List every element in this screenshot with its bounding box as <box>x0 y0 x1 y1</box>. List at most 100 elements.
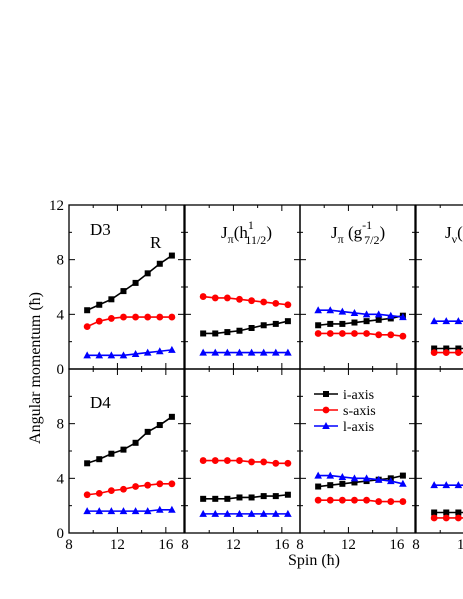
data-point-triangle <box>442 317 451 325</box>
data-point-triangle <box>247 509 256 517</box>
data-point-triangle <box>119 351 128 359</box>
data-point-triangle <box>350 308 359 316</box>
legend-entry: i-axis <box>343 388 374 403</box>
data-point-square <box>431 345 438 352</box>
data-point-triangle <box>326 306 335 314</box>
panel-frame <box>184 368 301 534</box>
text-labels: 48120480812168121681216812D3D4RJπ(h111/2… <box>49 198 463 553</box>
y-tick-label: 12 <box>49 198 64 214</box>
legend-entry: s-axis <box>343 404 376 419</box>
data-point-circle <box>95 317 103 325</box>
data-point-triangle <box>326 471 335 479</box>
data-point-circle <box>272 459 280 467</box>
data-point-circle <box>375 498 383 505</box>
data-point-square <box>96 301 103 308</box>
data-point-triangle <box>259 509 268 517</box>
data-point-square <box>120 446 127 453</box>
data-point-square <box>375 316 382 323</box>
data-point-circle <box>223 457 231 464</box>
data-point-circle <box>236 457 243 464</box>
data-point-circle <box>454 514 462 522</box>
column-title: Jν( <box>445 223 463 246</box>
data-point-triangle <box>131 507 140 515</box>
data-point-triangle <box>247 348 256 356</box>
data-point-square <box>236 494 243 501</box>
data-point-square <box>168 252 175 259</box>
data-point-square <box>399 472 406 479</box>
y-tick-label: 4 <box>57 307 65 323</box>
x-tick-label: 12 <box>457 537 463 553</box>
data-point-circle <box>95 489 103 497</box>
data-point-circle <box>248 297 255 305</box>
row-label-d4: D4 <box>90 393 111 412</box>
data-point-circle <box>132 313 139 321</box>
data-point-square <box>212 330 219 337</box>
data-point-triangle <box>107 507 116 515</box>
legend-entry: l-axis <box>343 420 374 435</box>
data-point-triangle <box>314 471 322 479</box>
data-point-square <box>284 491 291 498</box>
data-point-square <box>455 345 462 352</box>
r-label: R <box>150 233 162 252</box>
data-point-square <box>455 509 462 516</box>
data-point-circle <box>260 298 268 306</box>
data-point-square <box>315 322 322 329</box>
data-point-square <box>248 325 255 331</box>
data-point-triangle <box>199 509 207 517</box>
data-point-circle <box>156 480 164 488</box>
panel-frame <box>68 368 185 534</box>
data-point-square <box>84 460 91 467</box>
data-point-square <box>132 439 139 446</box>
data-point-circle <box>83 323 91 331</box>
x-tick-label: 8 <box>181 537 189 553</box>
data-point-triangle <box>223 348 232 356</box>
data-point-triangle <box>374 475 383 483</box>
x-tick-label: 8 <box>412 537 420 553</box>
data-point-square <box>156 260 163 267</box>
data-point-circle <box>351 496 358 504</box>
data-point-circle <box>338 330 346 337</box>
data-point-triangle <box>454 481 463 489</box>
data-point-circle <box>211 294 219 302</box>
x-tick-label: 16 <box>389 537 405 553</box>
data-point-triangle <box>211 348 220 356</box>
data-point-triangle <box>362 310 371 318</box>
data-point-square <box>248 494 255 501</box>
data-point-square <box>132 279 139 286</box>
data-point-square <box>363 318 370 325</box>
data-point-circle <box>363 330 370 337</box>
data-point-triangle <box>442 481 451 489</box>
column-title: Jπ(h1 11/2) <box>221 218 272 247</box>
data-point-circle <box>399 332 407 340</box>
data-point-square <box>443 345 450 352</box>
data-point-triangle <box>83 507 91 515</box>
data-point-circle <box>338 496 346 504</box>
data-point-circle <box>363 496 370 504</box>
data-point-circle <box>156 313 164 321</box>
data-point-triangle <box>155 505 164 513</box>
data-point-square <box>339 320 346 327</box>
data-point-circle <box>120 485 127 493</box>
data-point-square <box>323 391 329 397</box>
data-point-triangle <box>107 351 116 359</box>
data-point-triangle <box>271 348 280 356</box>
data-point-circle <box>314 496 322 504</box>
data-point-circle <box>284 459 292 467</box>
x-tick-label: 12 <box>110 537 125 553</box>
data-point-circle <box>168 480 176 488</box>
y-tick-label: 8 <box>57 253 65 269</box>
data-point-triangle <box>386 477 395 485</box>
data-point-circle <box>387 331 395 339</box>
data-point-square <box>315 483 322 490</box>
y-tick-label: 0 <box>57 362 65 378</box>
data-point-triangle <box>95 507 104 515</box>
column-title: Jπ (g-1 7/2) <box>331 218 385 247</box>
data-point-square <box>144 270 151 277</box>
data-point-square <box>120 288 127 295</box>
x-tick-label: 8 <box>296 537 304 553</box>
data-point-circle <box>326 496 334 504</box>
data-point-square <box>144 428 151 435</box>
data-point-square <box>272 320 279 327</box>
data-point-circle <box>387 498 395 505</box>
data-point-circle <box>272 300 280 307</box>
